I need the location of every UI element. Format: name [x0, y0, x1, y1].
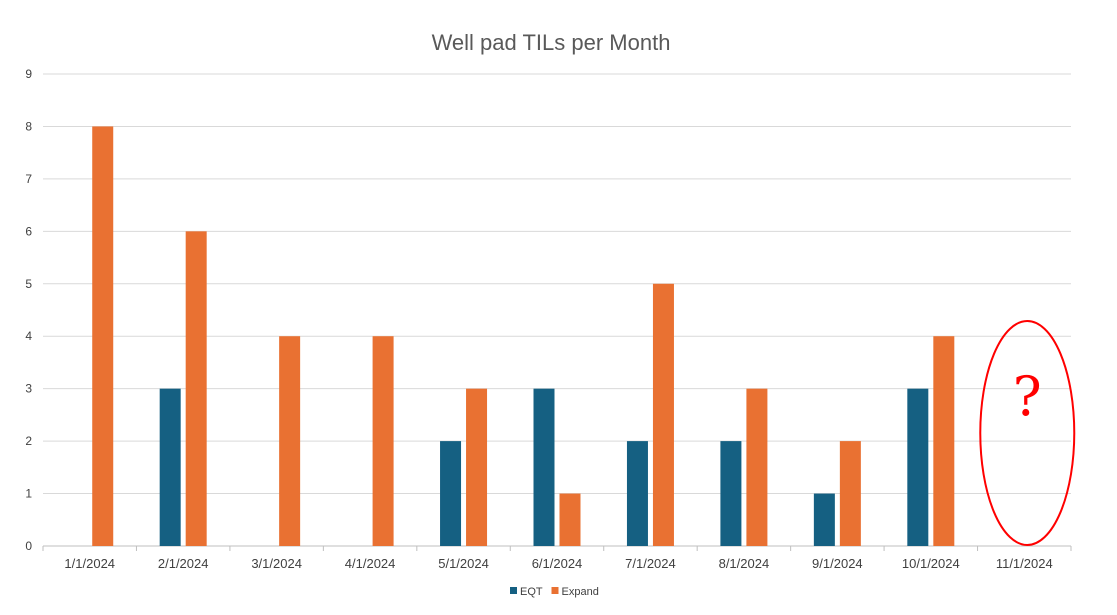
y-tick-label: 4: [25, 329, 32, 343]
bar-expand-4/1/2024: [372, 336, 394, 546]
x-tick-label: 2/1/2024: [158, 556, 209, 571]
legend-swatch-expand: [551, 587, 559, 594]
bar-expand-9/1/2024: [839, 441, 861, 546]
y-tick-label: 7: [25, 172, 32, 186]
x-tick-label: 5/1/2024: [438, 556, 489, 571]
y-tick-label: 2: [25, 434, 32, 448]
annotation: ?: [979, 320, 1076, 546]
bar-eqt-6/1/2024: [533, 388, 555, 546]
bar-eqt-7/1/2024: [626, 441, 648, 546]
annotation-question-mark: ?: [1013, 365, 1042, 428]
y-tick-label: 0: [25, 539, 32, 553]
x-tick-label: 6/1/2024: [532, 556, 583, 571]
x-tick-label: 4/1/2024: [345, 556, 396, 571]
bar-expand-1/1/2024: [92, 126, 114, 546]
x-tick-label: 7/1/2024: [625, 556, 676, 571]
bar-eqt-10/1/2024: [907, 388, 929, 546]
x-tick-label: 8/1/2024: [719, 556, 770, 571]
bar-expand-7/1/2024: [652, 283, 674, 546]
y-tick-label: 5: [25, 277, 32, 291]
legend-label-expand: Expand: [562, 586, 599, 598]
bar-expand-3/1/2024: [279, 336, 301, 546]
y-tick-label: 3: [25, 382, 32, 396]
y-tick-label: 1: [25, 487, 32, 501]
bar-expand-10/1/2024: [933, 336, 955, 546]
x-tick-label: 9/1/2024: [812, 556, 863, 571]
chart-title: Well pad TILs per Month: [432, 30, 671, 55]
x-tick-label: 1/1/2024: [64, 556, 115, 571]
y-tick-label: 9: [25, 67, 32, 81]
bar-expand-6/1/2024: [559, 493, 581, 546]
legend: EQT Expand: [510, 586, 599, 598]
y-tick-label: 8: [25, 119, 32, 133]
x-tick-label: 11/1/2024: [996, 556, 1053, 571]
y-axis: 0 1 2 3 4 5 6 7 8 9: [25, 67, 32, 553]
x-axis: 1/1/2024 2/1/2024 3/1/2024 4/1/2024 5/1/2024…: [42, 546, 1072, 571]
gridlines: [43, 73, 1071, 547]
bar-expand-8/1/2024: [746, 388, 768, 546]
bars: [92, 126, 955, 547]
bar-expand-2/1/2024: [185, 231, 207, 547]
bar-eqt-2/1/2024: [159, 388, 181, 546]
annotation-ellipse: [979, 320, 1076, 546]
legend-swatch-eqt: [510, 587, 517, 594]
bar-expand-5/1/2024: [466, 388, 488, 546]
y-tick-label: 6: [25, 224, 32, 238]
x-tick-label: 3/1/2024: [251, 556, 302, 571]
bar-eqt-5/1/2024: [440, 441, 462, 546]
bar-eqt-8/1/2024: [720, 441, 742, 546]
bar-eqt-9/1/2024: [813, 493, 835, 546]
legend-label-eqt: EQT: [520, 586, 543, 598]
x-tick-label: 10/1/2024: [902, 556, 960, 571]
